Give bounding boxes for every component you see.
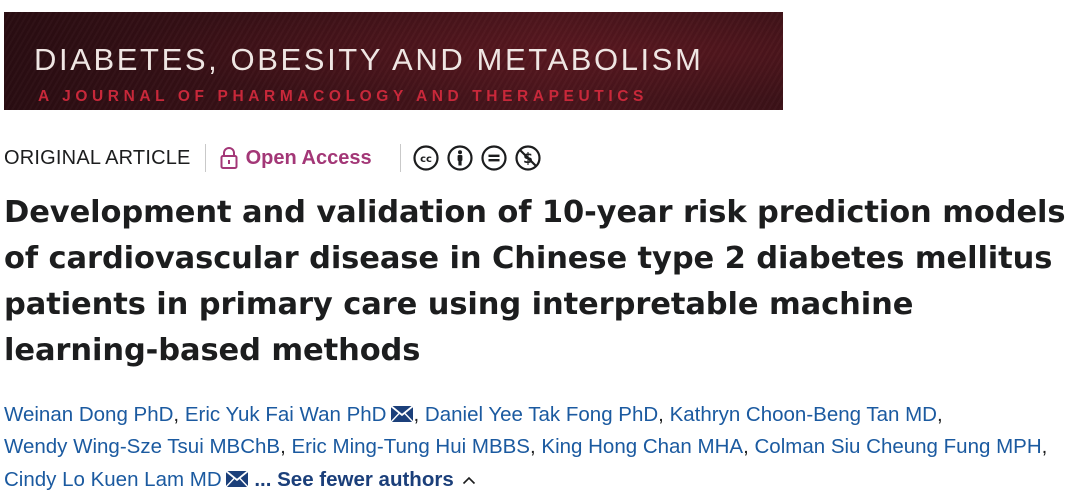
author-separator: , (937, 403, 943, 426)
author-link[interactable]: Colman Siu Cheung Fung MPH (754, 435, 1042, 458)
author-link[interactable]: King Hong Chan MHA (541, 435, 744, 458)
nc-icon: $ (514, 145, 541, 171)
author-link[interactable]: Weinan Dong PhD (4, 403, 174, 426)
cc-icon: cc (412, 145, 439, 171)
article-meta-row: ORIGINAL ARTICLE Open Access cc (4, 142, 541, 174)
author-link[interactable]: Kathryn Choon-Beng Tan MD (669, 403, 937, 426)
author-separator: , (658, 403, 670, 426)
author-separator: , (280, 435, 292, 458)
email-icon[interactable] (225, 466, 249, 488)
author-separator: , (413, 403, 425, 426)
divider (204, 144, 206, 172)
article-title: Development and validation of 10-year ri… (4, 195, 1066, 368)
open-access-label[interactable]: Open Access (245, 146, 372, 169)
journal-subtitle: A JOURNAL OF PHARMACOLOGY AND THERAPEUTI… (38, 88, 648, 105)
see-fewer-authors-button[interactable]: ... See fewer authors (254, 468, 475, 491)
by-icon (446, 145, 473, 171)
nd-icon (480, 145, 507, 171)
chevron-up-icon (462, 463, 476, 485)
author-separator: , (173, 403, 185, 426)
lock-icon (218, 146, 240, 170)
divider (399, 144, 401, 172)
license-icons[interactable]: cc $ (412, 145, 541, 171)
author-link[interactable]: Wendy Wing-Sze Tsui MBChB (4, 435, 281, 458)
svg-text:cc: cc (420, 154, 432, 165)
author-link[interactable]: Cindy Lo Kuen Lam MD (4, 468, 222, 491)
article-type: ORIGINAL ARTICLE (4, 146, 191, 169)
author-separator: , (1041, 435, 1048, 458)
email-icon[interactable] (389, 401, 414, 423)
author-link[interactable]: Daniel Yee Tak Fong PhD (424, 403, 659, 426)
author-separator: , (743, 435, 755, 458)
journal-title: DIABETES, OBESITY AND METABOLISM (34, 42, 704, 77)
author-link[interactable]: Eric Yuk Fai Wan PhD (184, 403, 387, 426)
author-link[interactable]: Eric Ming-Tung Hui MBBS (291, 435, 530, 458)
see-fewer-label: ... See fewer authors (254, 468, 454, 491)
author-separator: , (529, 435, 542, 458)
author-list: Weinan Dong PhD, Eric Yuk Fai Wan PhD , … (4, 399, 1078, 496)
journal-banner[interactable]: DIABETES, OBESITY AND METABOLISM A JOURN… (4, 12, 783, 110)
